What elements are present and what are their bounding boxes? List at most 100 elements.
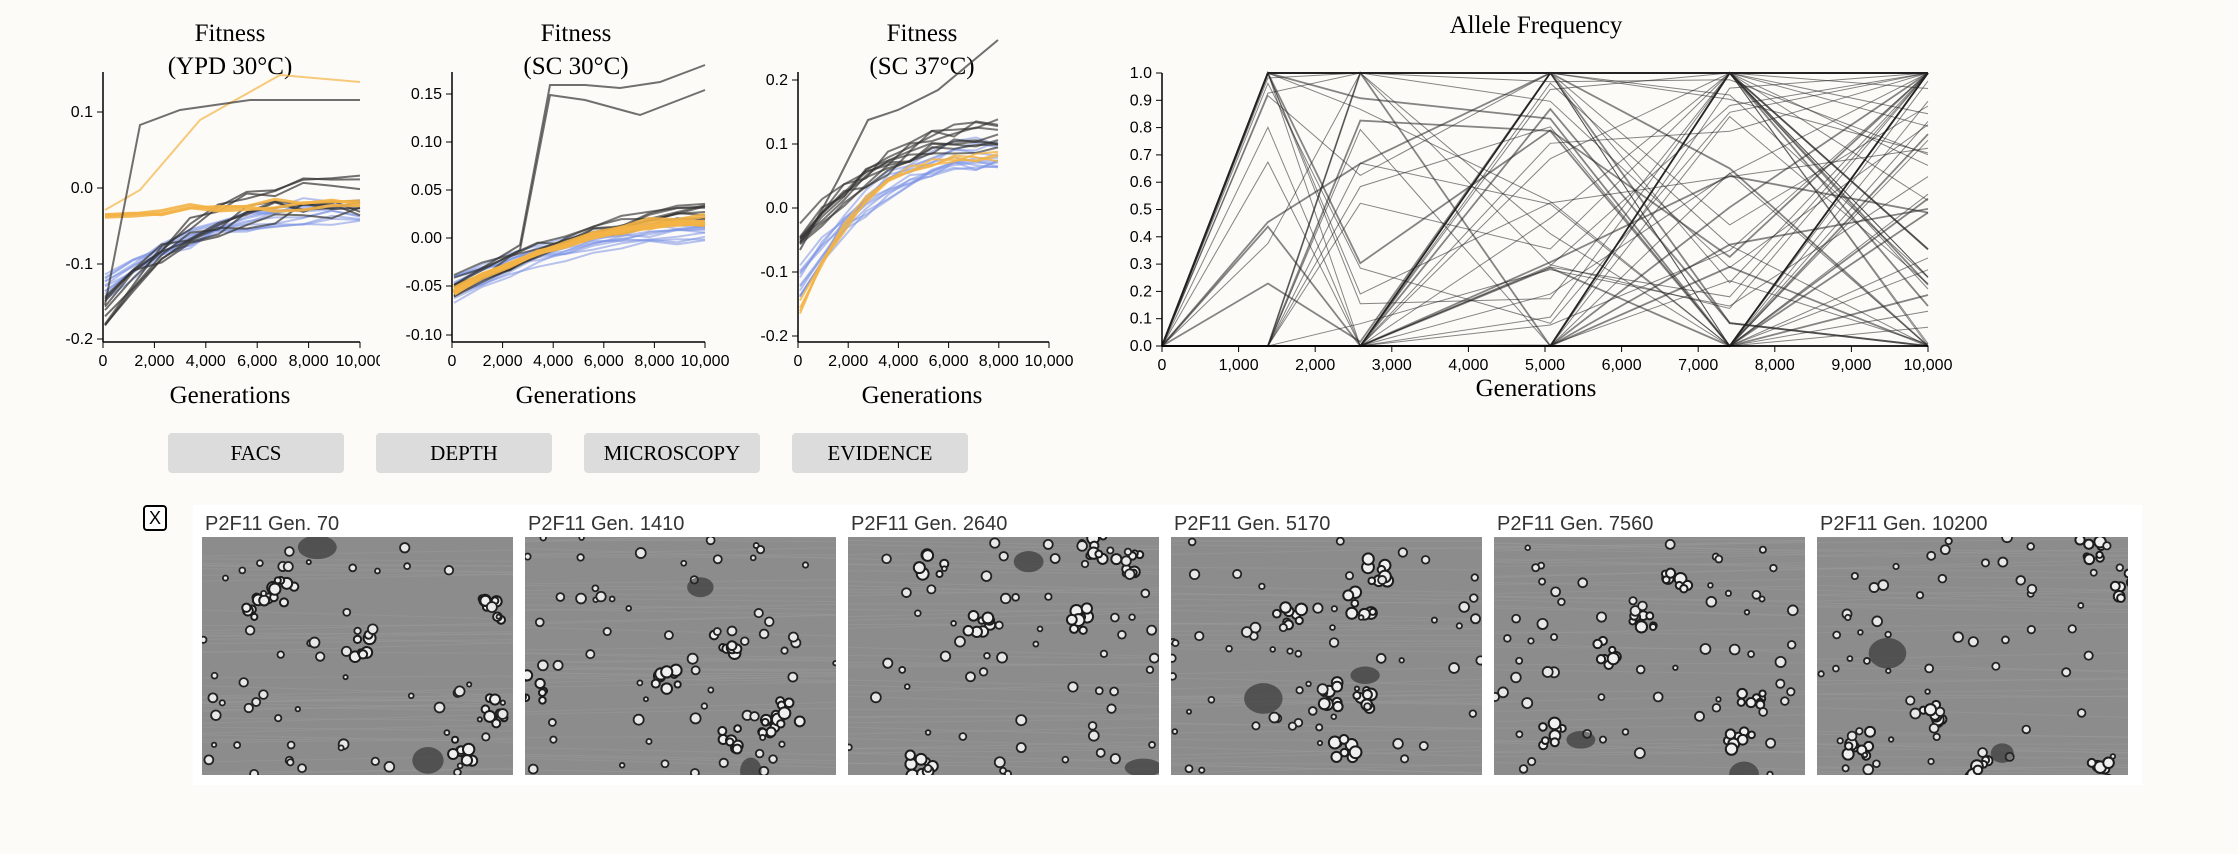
depth-button[interactable]: DEPTH <box>376 433 552 473</box>
cell-body <box>1760 691 1765 696</box>
allele-frequency-line <box>1162 121 1929 347</box>
cell-body <box>1934 734 1939 740</box>
cell-body <box>1852 573 1858 579</box>
micrograph-streak <box>202 565 513 573</box>
evidence-button[interactable]: EVIDENCE <box>792 433 968 473</box>
cell-body <box>275 715 281 721</box>
cell-body <box>960 733 966 740</box>
cell-body <box>1307 682 1310 686</box>
cell-body <box>1344 591 1353 600</box>
cell-body <box>1147 626 1156 634</box>
cell-body <box>478 718 482 721</box>
cell-body <box>1494 693 1499 701</box>
fitness-sc30-chart: 0 2,000 4,000 6,000 8,000 10,000 0.15 0.10 0.05 0… <box>406 64 730 370</box>
cell-body <box>234 742 240 748</box>
facs-button[interactable]: FACS <box>168 433 344 473</box>
cell-body <box>1399 549 1407 556</box>
fitness-ypd-lines <box>104 73 361 327</box>
fitness-trajectory-line <box>104 181 361 302</box>
cell-body <box>1369 578 1375 584</box>
microscopy-button[interactable]: MICROSCOPY <box>584 433 760 473</box>
cell-body <box>557 594 564 601</box>
cell-body <box>1597 656 1605 663</box>
y-tick-label: 0.6 <box>1130 174 1152 191</box>
micrograph-streak <box>848 580 1159 591</box>
micrograph-streak <box>1171 678 1482 690</box>
cell-body <box>1111 688 1118 695</box>
micrograph-streak <box>1171 623 1482 630</box>
cell-body <box>296 707 300 711</box>
cell-body <box>1926 665 1933 672</box>
cell-body <box>580 537 583 540</box>
cell-body <box>1150 654 1158 662</box>
cell-body <box>1863 753 1867 757</box>
micrograph-streak <box>1171 566 1482 571</box>
allele-frequency-line <box>1161 72 1929 347</box>
micrograph-streak <box>1817 677 2128 685</box>
cell-body <box>1108 705 1115 712</box>
fitness-trajectory-line <box>799 139 999 240</box>
cell-body <box>212 711 220 720</box>
cell-body <box>1532 565 1539 571</box>
cell-body <box>458 764 462 768</box>
cell-body <box>1936 708 1944 716</box>
cell-body <box>1781 698 1788 705</box>
cell-body <box>707 537 714 544</box>
cell-body <box>536 619 543 626</box>
cell-body <box>1063 757 1068 762</box>
cell-body <box>1363 691 1371 699</box>
cell-body <box>759 729 766 736</box>
cell-body <box>1125 549 1131 555</box>
micrograph-streak <box>1171 763 1482 774</box>
micrograph-streak <box>848 606 1159 618</box>
x-tick-label: 10,000 <box>681 353 730 370</box>
cell-body <box>223 576 228 580</box>
cell-body <box>1768 772 1772 775</box>
x-tick-label: 10,000 <box>1025 353 1074 370</box>
cell-body <box>1639 602 1646 610</box>
micrograph-streak <box>1817 590 2128 602</box>
cell-body <box>636 548 645 558</box>
cell-body <box>385 762 394 771</box>
cell-body <box>462 756 472 765</box>
micrograph-streak <box>1171 628 1482 632</box>
cell-body <box>1096 688 1102 694</box>
micrograph-streak <box>1171 585 1482 594</box>
debris-blob <box>1729 761 1759 775</box>
micrograph-image <box>848 537 1159 775</box>
cell-body <box>2111 582 2119 590</box>
y-tick-label: 0.0 <box>1130 338 1152 355</box>
micrograph-streak <box>1494 627 1805 635</box>
fitness-trajectory-line <box>799 159 999 292</box>
micrograph-image <box>202 537 513 775</box>
cell-body <box>307 560 310 564</box>
cell-body <box>755 609 762 617</box>
micrograph-streak <box>848 682 1159 693</box>
cell-body <box>1673 666 1677 670</box>
fitness-trajectory-line <box>799 159 999 267</box>
debris-blob <box>1244 683 1283 714</box>
cell-body <box>1540 724 1546 730</box>
cell-body <box>1907 697 1914 704</box>
cell-body <box>1528 758 1535 765</box>
cell-body <box>1926 690 1929 693</box>
cell-body <box>1171 655 1175 662</box>
cell-body <box>906 751 914 759</box>
close-microscopy-button[interactable]: X <box>143 505 167 531</box>
micrograph-streak <box>525 603 836 611</box>
microscopy-panel: P2F11 Gen. 70 P2F11 Gen. 1410 P2F11 Gen.… <box>193 505 2142 785</box>
cell-body <box>709 688 713 692</box>
cell-body <box>587 650 594 658</box>
micrograph-streak <box>1817 606 2128 613</box>
micrograph-streak <box>202 573 513 582</box>
cell-outline <box>1099 537 1108 541</box>
cell-body <box>1666 540 1674 548</box>
fitness-sc37-chart: 0 2,000 4,000 6,000 8,000 10,000 0.2 0.1 0.0 -0.1… <box>760 39 1074 370</box>
cell-body <box>2097 552 2102 557</box>
debris-blob <box>1350 666 1380 685</box>
micrograph-streak <box>202 568 513 574</box>
micrograph-streak <box>1817 589 2128 596</box>
cell-body <box>1295 719 1302 726</box>
cell-body <box>1517 732 1522 737</box>
cell-body <box>1681 586 1687 592</box>
